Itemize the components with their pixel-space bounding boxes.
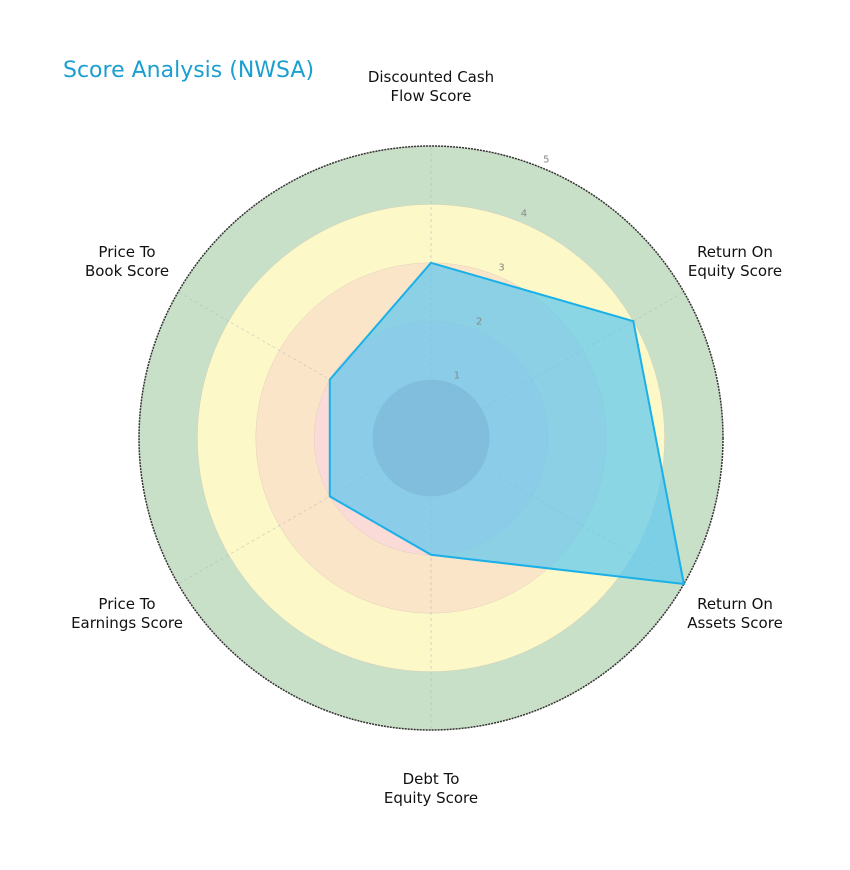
tick-label: 5 [543,155,549,166]
tick-label: 4 [521,208,527,219]
score-polygon [328,261,686,586]
axis-label-de: Debt To Equity Score [383,770,479,807]
axis-label-roe: Return On Equity Score [687,243,783,280]
tick-label: 1 [454,370,460,381]
axis-label-pe: Price To Earnings Score [71,595,183,632]
radial-tick-labels: 1 2 3 4 5 [454,155,550,382]
axis-label-pb: Price To Book Score [84,243,170,280]
chart-title: Score Analysis (NWSA) [63,58,315,83]
axis-label-roa: Return On Assets Score [687,595,783,632]
tick-label: 3 [498,262,504,273]
tick-label: 2 [476,316,482,327]
axis-label-dcf: Discounted Cash Flow Score [367,68,495,105]
